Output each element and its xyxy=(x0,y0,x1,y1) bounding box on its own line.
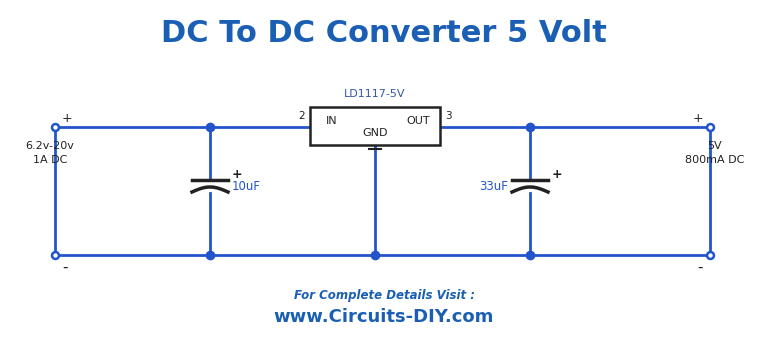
Text: IN: IN xyxy=(326,116,338,126)
Text: DC To DC Converter 5 Volt: DC To DC Converter 5 Volt xyxy=(161,18,607,48)
Text: 5V: 5V xyxy=(707,141,723,151)
Text: -: - xyxy=(697,260,703,274)
Text: For Complete Details Visit :: For Complete Details Visit : xyxy=(293,289,475,301)
Text: www.Circuits-DIY.com: www.Circuits-DIY.com xyxy=(274,308,494,326)
Text: GND: GND xyxy=(362,128,388,138)
Bar xyxy=(310,107,440,145)
Text: +: + xyxy=(693,113,703,126)
Text: +: + xyxy=(62,113,73,126)
Text: -: - xyxy=(62,260,68,274)
Text: 3: 3 xyxy=(445,111,452,121)
Text: 800mA DC: 800mA DC xyxy=(685,155,745,165)
Text: 1A DC: 1A DC xyxy=(33,155,67,165)
Text: 33uF: 33uF xyxy=(479,180,508,192)
Text: 6.2v-20v: 6.2v-20v xyxy=(25,141,74,151)
Text: OUT: OUT xyxy=(406,116,430,126)
Text: +: + xyxy=(232,168,243,180)
Text: +: + xyxy=(552,168,563,180)
Text: 10uF: 10uF xyxy=(232,180,261,192)
Text: 2: 2 xyxy=(299,111,305,121)
Text: LD1117-5V: LD1117-5V xyxy=(344,89,406,99)
